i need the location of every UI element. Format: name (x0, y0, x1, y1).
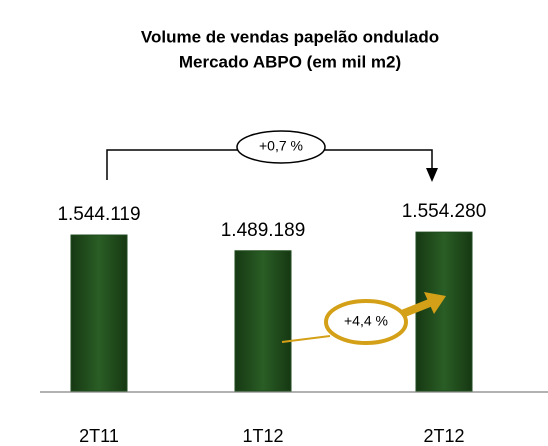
annotation: +4,4 % (344, 313, 388, 329)
x-tick-label: 1T12 (242, 426, 283, 446)
value-label: 1.489.189 (221, 220, 306, 241)
bar (415, 231, 473, 392)
growth-arrow-head (424, 292, 446, 314)
annotation-ellipse (324, 299, 408, 345)
growth-arrow (400, 298, 434, 318)
chart-title: Volume de vendas papelão ondulado (141, 27, 439, 46)
chart-subtitle: Mercado ABPO (em mil m2) (179, 52, 401, 71)
value-label: 1.544.119 (57, 204, 140, 225)
bar (234, 250, 292, 392)
x-tick-label: 2T11 (79, 426, 119, 446)
x-tick-label: 2T12 (423, 426, 464, 446)
bar (70, 234, 128, 392)
bars (70, 231, 473, 392)
value-label: 1.554.280 (402, 201, 487, 222)
growth-line (281, 335, 331, 343)
annotation: +0,7 % (259, 138, 303, 154)
bracket-arrow (426, 168, 438, 182)
annotation-ellipse (236, 130, 326, 164)
